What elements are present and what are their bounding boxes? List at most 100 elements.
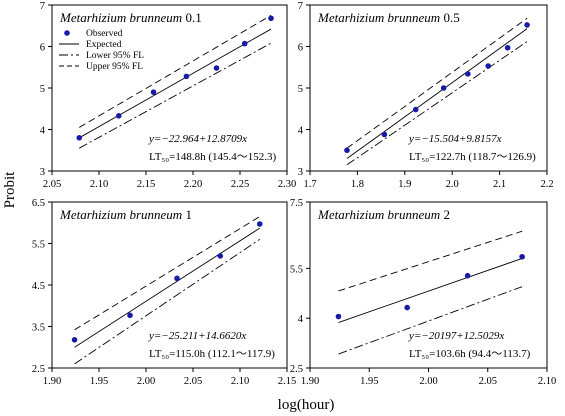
x-tick-label: 2.20 (184, 179, 202, 190)
observed-point (412, 106, 419, 113)
expected-line (338, 258, 523, 323)
y-tick-label: 7 (298, 1, 303, 12)
panel-title-concentration: 0.1 (185, 10, 201, 25)
x-tick-label: 1.95 (360, 376, 378, 387)
regression-equation: y=−20197+12.5029x (408, 330, 504, 342)
observed-point (268, 15, 274, 22)
observed-point (381, 131, 388, 138)
observed-point (174, 275, 180, 282)
legend-lower-label: Lower 95% FL (86, 51, 144, 61)
panel-title-species: Metarhizium brunneum (317, 10, 440, 25)
y-tick-label: 2.5 (32, 364, 45, 375)
regression-equation: y=−25.211+14.6620x (148, 330, 246, 342)
plot-frame (309, 201, 548, 369)
panel-title-concentration: 2 (443, 207, 450, 222)
panel-title-concentration: 0.5 (443, 10, 459, 25)
y-tick-label: 5 (298, 84, 303, 95)
y-tick-label: 4 (298, 126, 304, 137)
lt50-annotation: LT₅₀=122.7h (118.7～126.9) (409, 151, 536, 163)
lt50-symbol: LT₅₀ (149, 348, 169, 360)
x-tick-label: 2.10 (90, 179, 108, 190)
observed-point (335, 313, 342, 320)
observed-point (344, 147, 350, 154)
lt50-symbol: LT₅₀ (409, 348, 429, 360)
lt50-annotation: LT₅₀=103.6h (94.4～113.7) (409, 348, 531, 360)
x-tick-label: 1.90 (301, 376, 319, 387)
panel-title: Metarhizium brunneum 1 (59, 207, 192, 222)
x-tick-label: 2.15 (137, 179, 155, 190)
y-tick-label: 6.5 (32, 198, 45, 209)
panel-title-species: Metarhizium brunneum (59, 207, 182, 222)
y-axis-title: Probit (2, 171, 18, 209)
observed-point (524, 22, 530, 28)
observed-point (504, 44, 511, 51)
lower-95-fl-line (79, 42, 272, 149)
panel-title-species: Metarhizium brunneum (59, 10, 182, 25)
observed-point (150, 89, 157, 95)
panel-title: Metarhizium brunneum 2 (317, 207, 450, 222)
x-tick-label: 2.0 (446, 179, 459, 190)
y-tick-label: 5.5 (290, 264, 303, 275)
y-tick-label: 4 (298, 314, 304, 325)
x-tick-label: 2.05 (479, 376, 497, 387)
x-tick-label: 1.9 (398, 179, 411, 190)
chart-panel: 1.90 1.95 2.00 2.05 2.10 2.15 2.5 3.5 4.5 5.5 6.5 M… (32, 198, 296, 387)
legend-expected-label: Expected (86, 40, 122, 50)
y-tick-label: 7 (40, 1, 45, 12)
x-tick-label: 2.00 (419, 376, 437, 387)
x-tick-label: 2.10 (231, 376, 249, 387)
panels-group: 2.05 2.10 2.15 2.20 2.25 2.3034567Metarhizium… (32, 1, 556, 387)
x-tick-label: 2.30 (278, 179, 296, 190)
y-tick-label: 3 (298, 167, 303, 178)
y-tick-label: 7.5 (290, 198, 303, 209)
observed-point (485, 63, 492, 69)
observed-point (76, 135, 83, 141)
observed-point (183, 73, 190, 80)
observed-point (404, 304, 410, 311)
x-tick-label: 2.15 (278, 376, 296, 387)
upper-95-fl-line (74, 216, 260, 331)
y-tick-label: 6 (40, 43, 45, 54)
regression-equation: y=−15.504+9.8157x (408, 133, 502, 145)
observed-point (213, 65, 220, 71)
lt50-value: =115.0h (112.1～117.9) (169, 348, 275, 360)
upper-95-fl-line (79, 14, 272, 128)
lower-95-fl-line (346, 41, 528, 166)
x-tick-label: 2.05 (43, 179, 61, 190)
observed-point (465, 71, 471, 77)
observed-point (241, 40, 248, 47)
y-tick-label: 4.5 (32, 281, 45, 292)
lt50-value: =148.8h (145.4～152.3) (169, 151, 276, 163)
x-tick-label: 1.95 (90, 376, 108, 387)
x-tick-label: 2.2 (540, 179, 553, 190)
observed-point (127, 312, 133, 319)
y-tick-label: 2.5 (290, 364, 303, 375)
x-tick-label: 1.8 (351, 179, 364, 190)
panel-title-species: Metarhizium brunneum (317, 207, 440, 222)
observed-point (440, 85, 447, 91)
legend-upper-label: Upper 95% FL (86, 62, 143, 72)
observed-point (71, 336, 78, 343)
x-tick-label: 1.7 (303, 179, 316, 190)
expected-line (346, 28, 528, 159)
x-tick-label: 2.1 (493, 179, 506, 190)
y-tick-label: 4 (40, 126, 46, 137)
chart-panel: 2.05 2.10 2.15 2.20 2.25 2.30 3 4 5 6 7 Metarhizium… (40, 1, 296, 190)
x-tick-label: 2.00 (137, 376, 155, 387)
observed-point (115, 113, 122, 119)
y-tick-label: 3 (40, 167, 45, 178)
x-tick-label: 2.10 (538, 376, 556, 387)
upper-95-fl-line (346, 17, 528, 149)
chart-panel: 1.7 1.8 1.9 2.0 2.1 2.2 3 4 5 6 7 Metarhizium brunn… (298, 1, 554, 190)
legend-observed-marker (64, 30, 70, 36)
panel-title-concentration: 1 (185, 207, 192, 222)
lower-95-fl-line (74, 238, 260, 365)
observed-point (217, 253, 224, 259)
lower-95-fl-line (338, 286, 523, 355)
observed-point (519, 253, 525, 260)
y-tick-label: 5.5 (32, 240, 45, 251)
x-tick-label: 2.05 (184, 376, 202, 387)
observed-point (256, 221, 263, 227)
observed-point (464, 272, 471, 279)
